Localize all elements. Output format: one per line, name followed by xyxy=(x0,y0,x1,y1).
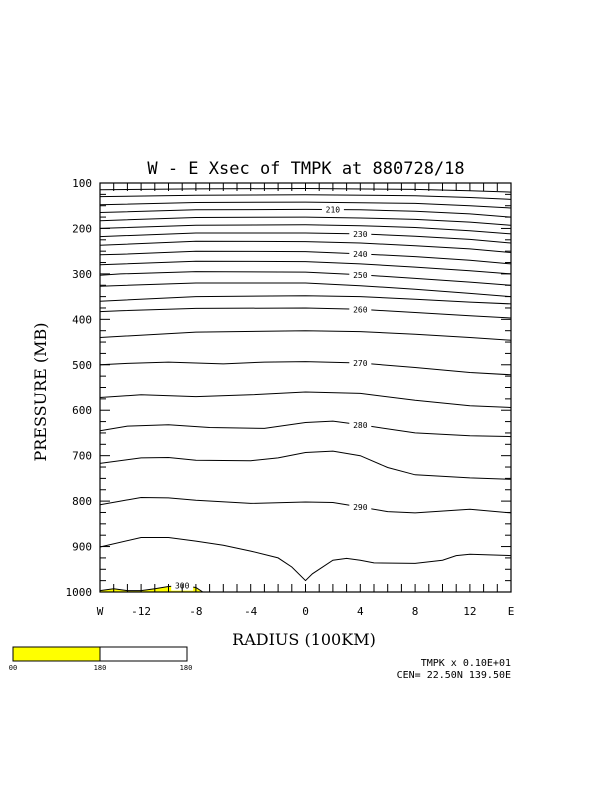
contour-line xyxy=(99,496,512,514)
y-tick-label: 700 xyxy=(72,450,92,463)
y-tick-label: 1000 xyxy=(66,586,93,599)
colorbar-white-segment xyxy=(99,646,188,662)
axis-ticks-layer xyxy=(99,182,512,593)
contour-label: 250 xyxy=(353,271,368,280)
colorbar-tick-label: 180 xyxy=(94,664,107,672)
contour-label-background xyxy=(349,419,372,430)
contour-label-background xyxy=(349,357,372,368)
x-tick-label: -12 xyxy=(131,605,151,618)
contour-label-background xyxy=(349,304,372,315)
contour-label: 290 xyxy=(353,503,368,512)
y-tick-label: 400 xyxy=(72,313,92,326)
x-tick-label: -8 xyxy=(189,605,202,618)
y-tick-label: 100 xyxy=(72,177,92,190)
contour-line xyxy=(99,537,512,582)
y-tick-label: 600 xyxy=(72,404,92,417)
y-tick-label: 500 xyxy=(72,359,92,372)
contour-label-background xyxy=(349,228,372,239)
contour-label: 260 xyxy=(353,305,368,314)
x-tick-label: 0 xyxy=(302,605,309,618)
y-tick-label: 900 xyxy=(72,541,92,554)
contour-line xyxy=(99,240,512,253)
contour-line xyxy=(99,260,512,275)
contour-line xyxy=(99,282,512,298)
contour-line xyxy=(99,295,512,305)
contour-label-background xyxy=(349,248,372,259)
contour-label-background xyxy=(349,269,372,280)
x-tick-label: E xyxy=(508,605,515,618)
contour-line xyxy=(99,361,512,376)
contour-line xyxy=(99,216,512,226)
colorbar: 00 180 180 xyxy=(9,646,193,672)
x-tick-labels: W -12 -8 -4 0 4 8 12 E xyxy=(97,605,515,618)
contour-label-background xyxy=(321,204,344,215)
contour-line xyxy=(99,330,512,341)
colorbar-yellow-segment xyxy=(12,646,101,662)
y-axis-title: PRESSURE (MB) xyxy=(31,322,50,461)
contour-label: 280 xyxy=(353,421,368,430)
y-tick-labels: 100 200 300 400 500 600 700 800 900 1000 xyxy=(66,177,93,599)
x-tick-label: 4 xyxy=(357,605,364,618)
colorbar-tick-label: 00 xyxy=(9,664,17,672)
contour-line xyxy=(99,391,512,408)
contour-line xyxy=(99,201,512,209)
field-scale-info: TMPK x 0.10E+01 xyxy=(421,658,511,669)
contour-label: 230 xyxy=(353,230,368,239)
contour-label: 270 xyxy=(353,359,368,368)
contour-line xyxy=(99,420,512,438)
x-tick-label: 8 xyxy=(412,605,419,618)
x-tick-label: -4 xyxy=(244,605,258,618)
x-tick-label: W xyxy=(97,605,104,618)
contour-line xyxy=(99,224,512,235)
contour-line xyxy=(99,450,512,480)
x-tick-label: 12 xyxy=(463,605,476,618)
y-tick-label: 300 xyxy=(72,268,92,281)
contour-line xyxy=(99,307,512,319)
y-tick-label: 200 xyxy=(72,222,92,235)
colorbar-tick-label: 180 xyxy=(180,664,193,672)
contour-label: 240 xyxy=(353,250,368,259)
plot-frame xyxy=(99,182,512,593)
chart-title: W - E Xsec of TMPK at 880728/18 xyxy=(147,159,464,179)
contour-label: 210 xyxy=(326,206,341,215)
center-coordinates-info: CEN= 22.50N 139.50E xyxy=(397,670,511,681)
contour-line xyxy=(99,250,512,265)
contour-line xyxy=(99,271,512,286)
contour-line xyxy=(99,194,512,200)
contour-line xyxy=(99,208,512,218)
contour-label-background xyxy=(349,502,372,513)
y-tick-label: 800 xyxy=(72,495,92,508)
x-axis-title: RADIUS (100KM) xyxy=(232,630,376,649)
